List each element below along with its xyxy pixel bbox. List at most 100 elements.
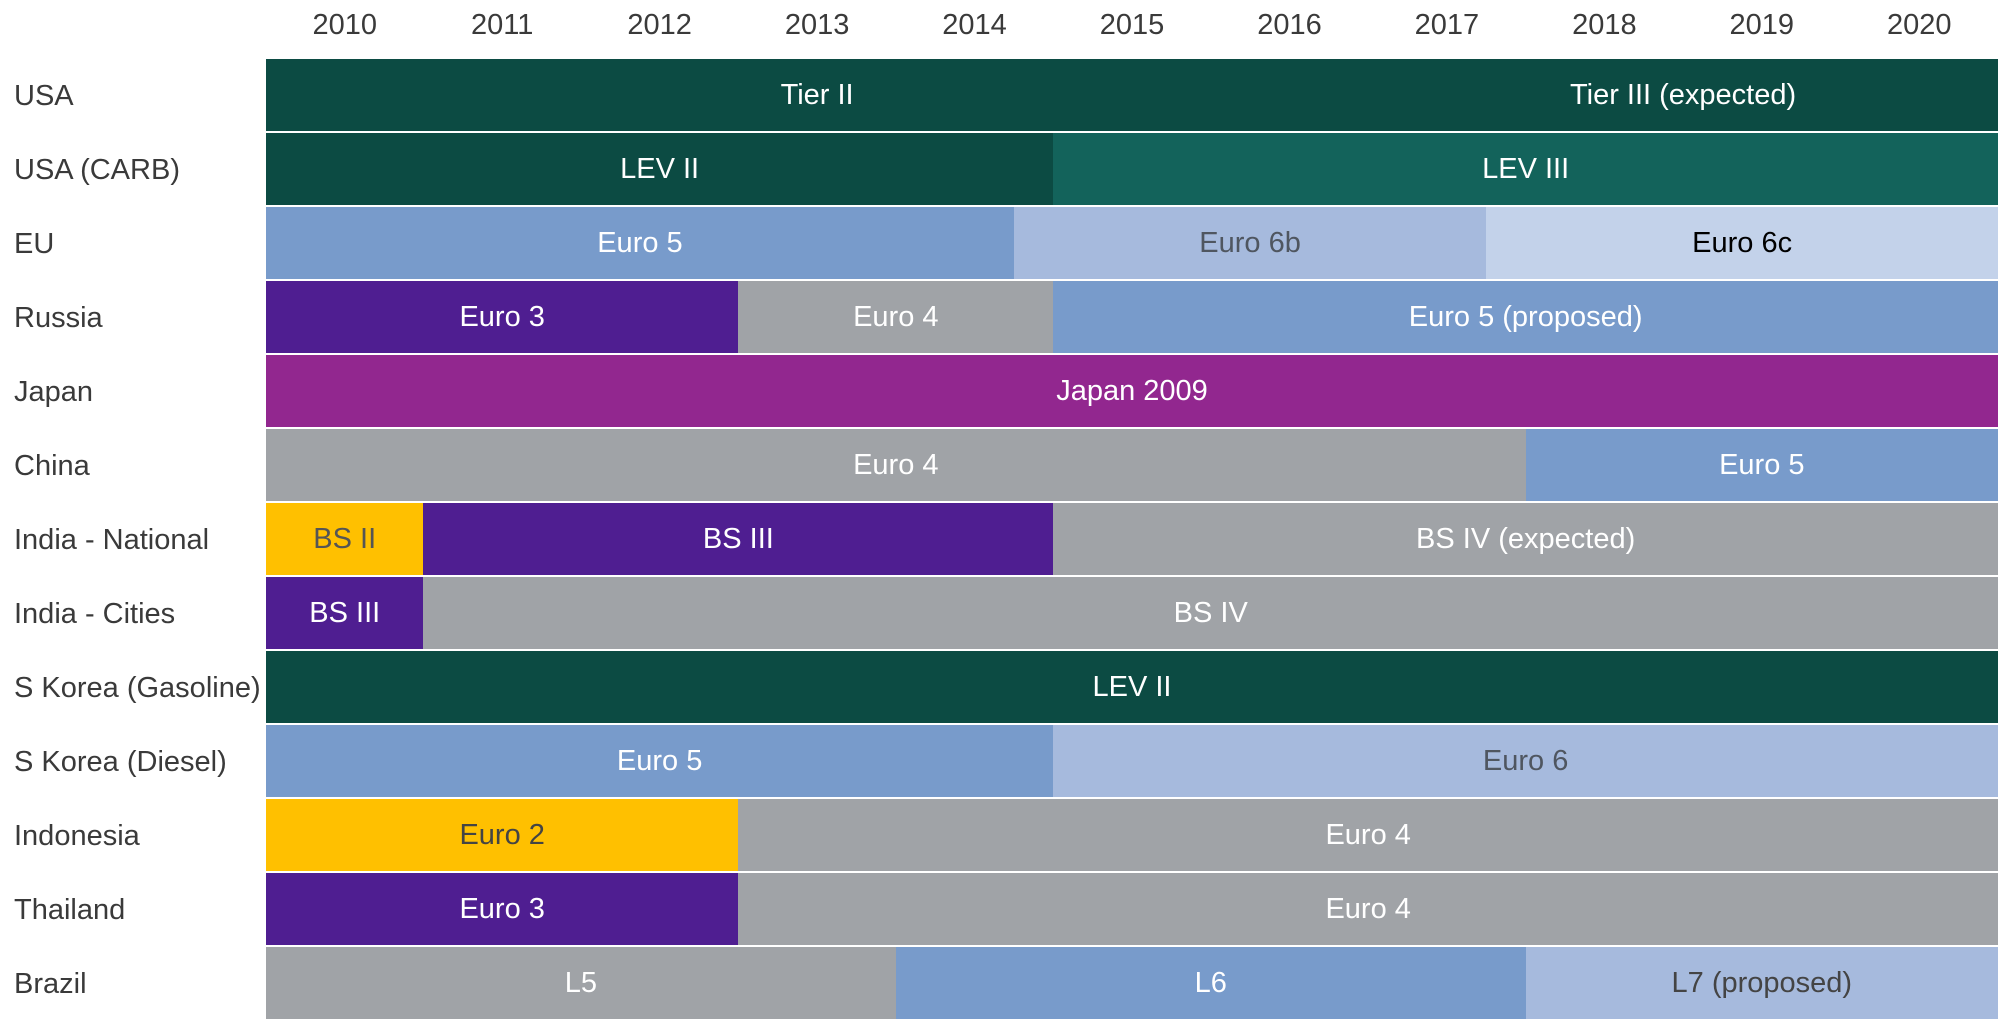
row-label: EU [14, 227, 55, 260]
year-label: 2015 [1099, 9, 1165, 41]
segment: BS III [266, 577, 424, 649]
row-label: S Korea (Diesel) [14, 745, 227, 778]
segment: Euro 4 [266, 429, 1526, 501]
row-label: Thailand [14, 893, 126, 926]
row-track: Euro 3 Euro 4 Euro 5 (proposed) [266, 281, 1998, 355]
rows: USA Tier II Tier III (expected) USA (CARB) L… [0, 59, 1998, 1021]
segment-label: Euro 3 [459, 892, 545, 925]
row-label: Indonesia [14, 819, 140, 852]
row: Thailand Euro 3 Euro 4 [0, 873, 1998, 947]
segment-label: Tier III (expected) [1569, 78, 1797, 111]
row: Brazil L5 L6 L7 (proposed) [0, 947, 1998, 1021]
segment: LEV II [266, 133, 1054, 205]
segment: Tier III (expected) [1368, 59, 1998, 131]
segment-label: Euro 4 [853, 448, 939, 481]
segment-label: Tier II [780, 78, 854, 111]
segment: Tier II [266, 59, 1369, 131]
segment-label: Euro 3 [459, 300, 545, 333]
row: India - National BS II BS III BS IV (expect… [0, 503, 1998, 577]
segment: BS III [423, 503, 1054, 575]
segment: Euro 4 [738, 873, 1998, 945]
segment: Euro 5 [266, 725, 1054, 797]
segment-label: Euro 2 [459, 818, 545, 851]
segment-label: Euro 4 [1325, 892, 1411, 925]
segment-label: BS III [702, 522, 774, 555]
row-track: BS II BS III BS IV (expected) [266, 503, 1998, 577]
segment: Euro 4 [738, 799, 1998, 871]
row: Japan Japan 2009 [0, 355, 1998, 429]
segment: Euro 5 (proposed) [1053, 281, 1998, 353]
row: China Euro 4 Euro 5 [0, 429, 1998, 503]
row-label: Brazil [14, 967, 87, 1000]
segment-label: LEV III [1482, 152, 1570, 185]
row-label: USA [14, 79, 74, 112]
segment-label: Euro 5 [597, 226, 683, 259]
segment: Euro 6c [1486, 207, 1998, 279]
segment: L6 [895, 947, 1526, 1019]
year-label: 2012 [627, 9, 692, 41]
year-label: 2013 [784, 9, 850, 41]
segment: L7 (proposed) [1525, 947, 1998, 1019]
segment: Japan 2009 [266, 355, 1998, 427]
row-label: India - National [14, 523, 210, 556]
segment-label: BS II [313, 522, 377, 555]
row: India - Cities BS III BS IV [0, 577, 1998, 651]
row-label: USA (CARB) [14, 153, 180, 186]
row-track: Euro 3 Euro 4 [266, 873, 1998, 947]
year-label: 2019 [1729, 9, 1795, 41]
segment: BS IV [423, 577, 1998, 649]
row-track: LEV II LEV III [266, 133, 1998, 207]
row: S Korea (Gasoline) LEV II [0, 651, 1998, 725]
segment: BS IV (expected) [1053, 503, 1998, 575]
row: S Korea (Diesel) Euro 5 Euro 6 [0, 725, 1998, 799]
row-label: China [14, 449, 90, 482]
segment-label: L7 (proposed) [1671, 966, 1853, 999]
row: USA Tier II Tier III (expected) [0, 59, 1998, 133]
segment: Euro 3 [266, 873, 739, 945]
segment: BS II [266, 503, 424, 575]
segment-label: Euro 6b [1199, 226, 1301, 259]
segment-label: Euro 4 [853, 300, 939, 333]
row-track: Euro 2 Euro 4 [266, 799, 1998, 873]
segment-label: BS IV (expected) [1416, 522, 1636, 555]
segment: Euro 6 [1053, 725, 1998, 797]
segment: Euro 5 [266, 207, 1014, 279]
year-label: 2011 [470, 9, 534, 41]
row-track: Japan 2009 [266, 355, 1998, 429]
segment: Euro 6b [1013, 207, 1487, 279]
year-label: 2014 [942, 9, 1007, 41]
segment: LEV II [266, 651, 1998, 723]
segment-label: Euro 5 (proposed) [1408, 300, 1643, 333]
year-label: 2017 [1414, 9, 1480, 41]
row-label: India - Cities [14, 597, 176, 630]
segment: LEV III [1053, 133, 1998, 205]
row-track: Euro 5 Euro 6b Euro 6c [266, 207, 1998, 281]
row: USA (CARB) LEV II LEV III [0, 133, 1998, 207]
year-label: 2010 [312, 9, 377, 41]
row-label: S Korea (Gasoline) [14, 671, 261, 704]
segment-label: Japan 2009 [1056, 374, 1208, 407]
row-track: Euro 4 Euro 5 [266, 429, 1998, 503]
segment-label: Euro 5 [1719, 448, 1805, 481]
row: Indonesia Euro 2 Euro 4 [0, 799, 1998, 873]
segment-label: Euro 4 [1325, 818, 1411, 851]
segment: L5 [266, 947, 896, 1019]
year-label: 2016 [1257, 9, 1322, 41]
row: Russia Euro 3 Euro 4 Euro 5 (proposed) [0, 281, 1998, 355]
year-header: 2010 2011 2012 2013 2014 2015 2016 2017 2018 2019… [266, 0, 1998, 59]
segment: Euro 3 [266, 281, 739, 353]
row-track: Tier II Tier III (expected) [266, 59, 1998, 133]
row-label: Japan [14, 375, 94, 408]
segment-label: Euro 5 [616, 744, 703, 777]
segment-label: BS IV [1173, 596, 1248, 629]
row-label: Russia [14, 301, 103, 334]
row-track: BS III BS IV [266, 577, 1998, 651]
year-label: 2018 [1572, 9, 1637, 41]
segment: Euro 5 [1525, 429, 1998, 501]
row-track: LEV II [266, 651, 1998, 725]
segment-label: BS III [309, 596, 381, 629]
segment: Euro 4 [738, 281, 1054, 353]
segment-label: L5 [564, 966, 598, 999]
segment-label: L6 [1194, 966, 1227, 999]
year-label: 2020 [1887, 9, 1952, 41]
